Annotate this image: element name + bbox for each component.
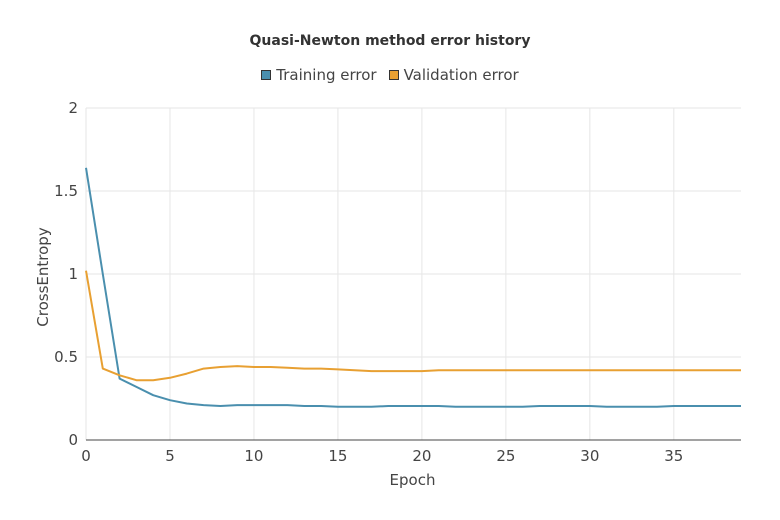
- y-tick-label: 1: [68, 265, 78, 283]
- x-tick-label: 10: [244, 447, 263, 465]
- x-tick-label: 25: [496, 447, 515, 465]
- y-tick-label: 1.5: [54, 182, 78, 200]
- training-error-line: [85, 167, 741, 408]
- y-tick-label: 0.5: [54, 348, 78, 366]
- legend-label-training: Training error: [276, 66, 377, 84]
- x-tick-label: 30: [580, 447, 599, 465]
- legend-label-validation: Validation error: [403, 66, 519, 84]
- chart-legend: Training error Validation error: [0, 66, 780, 84]
- y-tick-label: 0: [68, 431, 78, 449]
- legend-swatch-validation: [388, 70, 399, 80]
- chart-title: Quasi-Newton method error history: [249, 33, 531, 49]
- x-tick-label: 0: [81, 447, 91, 465]
- y-axis-label: CrossEntropy: [34, 227, 52, 327]
- y-tick-label: 2: [68, 99, 78, 117]
- legend-swatch-training: [261, 70, 272, 80]
- x-axis-label: Epoch: [390, 471, 436, 489]
- x-tick-label: 20: [412, 447, 431, 465]
- legend-item-training[interactable]: Training error: [261, 66, 377, 84]
- x-tick-label: 15: [328, 447, 347, 465]
- legend-item-validation[interactable]: Validation error: [388, 66, 519, 84]
- validation-error-line: [85, 270, 741, 382]
- x-tick-label: 35: [664, 447, 683, 465]
- x-tick-label: 5: [165, 447, 175, 465]
